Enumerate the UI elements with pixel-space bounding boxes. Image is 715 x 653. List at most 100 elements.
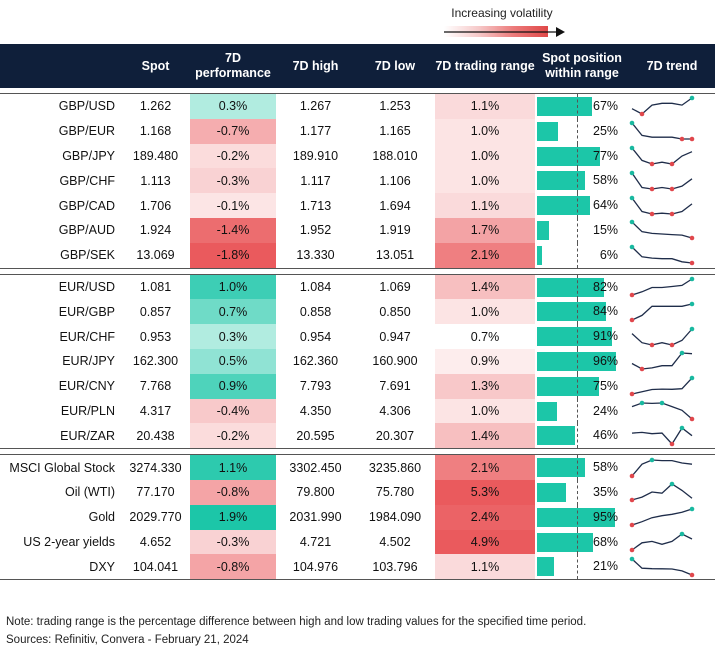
table-row: GBP/CHF 1.113 -0.3% 1.117 1.106 1.0% 58% xyxy=(0,168,715,194)
midpoint-line xyxy=(577,348,578,374)
low-value: 20.307 xyxy=(355,423,435,450)
trend-sparkline xyxy=(629,244,695,266)
trend-low-dot xyxy=(629,391,635,397)
trend-low-dot xyxy=(669,186,675,192)
trend-line xyxy=(631,426,693,445)
range-value: 5.3% xyxy=(435,479,535,505)
position-bar xyxy=(537,302,606,322)
trend-cell xyxy=(629,119,715,144)
row-name: GBP/JPY xyxy=(62,148,115,163)
position-bar xyxy=(537,196,590,216)
row-name: US 2-year yields xyxy=(23,534,115,549)
position-cell: 58% xyxy=(535,454,629,480)
position-value: 24% xyxy=(593,403,619,418)
trend-high-dot xyxy=(679,531,685,537)
trend-high-dot xyxy=(629,556,635,562)
table-row: EUR/PLN 4.317 -0.4% 4.350 4.306 1.0% 24% xyxy=(0,398,715,424)
position-cell: 6% xyxy=(535,242,629,269)
trend-line xyxy=(631,278,693,296)
position-value: 64% xyxy=(593,198,619,213)
header-low: 7D low xyxy=(355,44,435,88)
spot-value: 1.262 xyxy=(121,92,190,119)
spot-value: 162.300 xyxy=(132,354,179,369)
position-bar xyxy=(537,327,612,347)
volatility-arrow-icon xyxy=(444,27,565,37)
low-value: 160.900 xyxy=(372,354,418,369)
high-value: 104.976 xyxy=(276,554,355,581)
midpoint-line xyxy=(577,118,578,144)
range-value: 1.0% xyxy=(435,398,535,424)
table-row: Gold 2029.770 1.9% 2031.990 1984.090 2.4% 95% xyxy=(0,504,715,530)
position-bar xyxy=(537,482,566,502)
position-value: 82% xyxy=(593,279,619,294)
spot-value: 2029.770 xyxy=(129,510,182,525)
trend-low-dot xyxy=(679,136,685,142)
spot-value: 1.706 xyxy=(139,198,172,213)
table-row: GBP/EUR 1.168 -0.7% 1.177 1.165 1.0% 25% xyxy=(0,118,715,144)
trend-low-dot xyxy=(649,161,655,167)
range-value: 1.0% xyxy=(435,143,535,169)
low-value: 1.253 xyxy=(355,92,435,119)
header-trend: 7D trend xyxy=(629,44,715,88)
trend-line xyxy=(631,558,693,576)
row-name: Oil (WTI) xyxy=(65,485,115,500)
row-name: Gold xyxy=(88,510,115,525)
table-row: EUR/GBP 0.857 0.7% 0.858 0.850 1.0% 84% xyxy=(0,299,715,325)
perf-value: 1.9% xyxy=(190,504,276,530)
trend-low-dot xyxy=(639,112,645,117)
position-cell: 75% xyxy=(535,373,629,399)
row-name: EUR/JPY xyxy=(62,354,115,369)
midpoint-line xyxy=(577,423,578,449)
range-value: 0.7% xyxy=(435,324,535,349)
trend-low-dot xyxy=(689,136,695,142)
row-name: GBP/CHF xyxy=(59,173,115,188)
low-value: 1.106 xyxy=(379,173,411,188)
position-cell: 67% xyxy=(535,92,629,119)
perf-value: -0.8% xyxy=(190,479,276,505)
spot-value: 1.168 xyxy=(139,124,172,139)
trend-high-dot xyxy=(629,145,635,151)
spot-value: 104.041 xyxy=(121,554,190,581)
position-bar xyxy=(537,220,550,240)
position-cell: 96% xyxy=(535,348,629,374)
trend-low-dot xyxy=(689,260,695,266)
table-row: GBP/SEK 13.069 -1.8% 13.330 13.051 2.1% 6% xyxy=(0,242,715,269)
row-name: EUR/PLN xyxy=(60,403,115,418)
trend-line xyxy=(631,328,693,346)
position-value: 46% xyxy=(593,428,619,443)
trend-sparkline xyxy=(629,457,693,478)
trend-high-dot xyxy=(679,351,685,356)
low-value: 1.919 xyxy=(379,223,411,238)
trend-line xyxy=(631,197,693,215)
trend-sparkline xyxy=(631,400,695,422)
high-value: 20.595 xyxy=(276,423,355,450)
table-row: GBP/JPY 189.480 -0.2% 189.910 188.010 1.0% 77% xyxy=(0,143,715,169)
trend-line xyxy=(631,377,693,395)
table-row: US 2-year yields 4.652 -0.3% 4.721 4.502 4.9%… xyxy=(0,529,715,555)
perf-value: 0.3% xyxy=(190,324,276,349)
row-name: EUR/CHF xyxy=(59,329,115,344)
low-value: 188.010 xyxy=(372,148,418,163)
perf-value: -0.7% xyxy=(190,118,276,144)
midpoint-line xyxy=(577,299,578,325)
trend-sparkline xyxy=(629,482,693,503)
perf-value: -0.3% xyxy=(190,529,276,555)
high-value: 79.800 xyxy=(296,485,335,500)
position-value: 75% xyxy=(593,378,619,393)
position-cell: 64% xyxy=(535,193,629,218)
header-spot: Spot xyxy=(121,44,190,88)
spot-value: 13.069 xyxy=(121,242,190,269)
perf-value: -0.2% xyxy=(190,143,276,169)
range-value: 0.9% xyxy=(435,348,535,374)
trend-high-dot xyxy=(639,400,645,406)
position-value: 77% xyxy=(593,148,619,163)
position-bar xyxy=(537,146,601,166)
table-row: Oil (WTI) 77.170 -0.8% 79.800 75.780 5.3% 35% xyxy=(0,479,715,505)
trend-cell xyxy=(629,480,715,505)
header-perf: 7D performance xyxy=(190,44,276,88)
trend-cell xyxy=(629,299,715,324)
position-cell: 82% xyxy=(535,273,629,300)
trend-line xyxy=(631,303,693,321)
range-value: 2.1% xyxy=(435,242,535,269)
position-bar xyxy=(537,121,558,141)
